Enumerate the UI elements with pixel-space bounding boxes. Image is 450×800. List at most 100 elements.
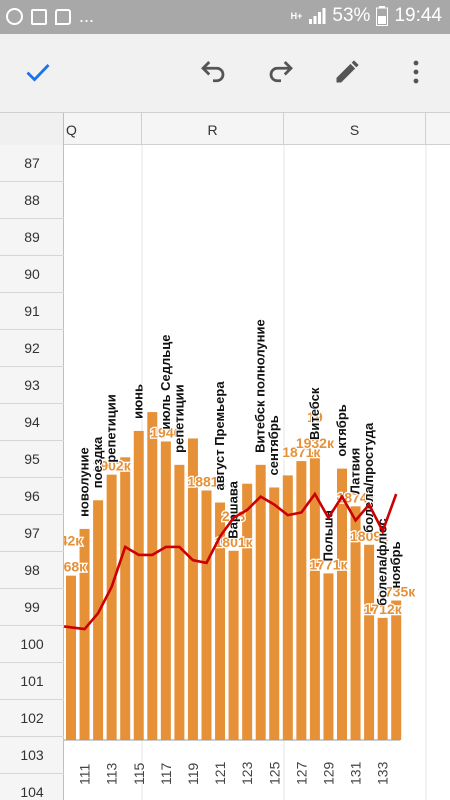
bar: [323, 573, 334, 740]
data-label: 1735к: [377, 584, 416, 600]
data-label: 1801к: [215, 534, 254, 550]
bar: [255, 464, 266, 740]
bar: [309, 452, 320, 740]
row-header[interactable]: 102: [0, 700, 64, 737]
event-annotation: август Премьера: [212, 381, 227, 491]
event-annotation: октябрь: [334, 404, 349, 456]
event-annotation: Польша: [320, 509, 335, 561]
clock: 19:44: [394, 5, 442, 26]
image-icon: [31, 8, 47, 25]
bar: [160, 441, 171, 740]
event-annotation: Витебск: [307, 387, 322, 440]
x-tick-label: 121: [212, 761, 228, 785]
x-tick-label: 131: [348, 761, 364, 785]
row-header[interactable]: 99: [0, 589, 64, 626]
bar: [350, 506, 361, 740]
status-bar: ... H+ 53% 19:44: [0, 0, 450, 34]
data-label: 1946: [150, 424, 181, 440]
column-header-bar: Q R S: [0, 112, 450, 146]
bar-series: [66, 412, 402, 740]
row-header[interactable]: 87: [0, 145, 64, 182]
edit-button[interactable]: [327, 52, 367, 92]
data-label: 1932к: [296, 435, 335, 451]
data-label: 1809к: [350, 528, 389, 544]
more-vert-icon: [413, 60, 419, 84]
row-header[interactable]: 95: [0, 441, 64, 478]
event-annotation: сентябрь: [266, 415, 281, 475]
pencil-icon: [336, 60, 359, 83]
data-label: 1881к: [187, 473, 226, 489]
bar: [147, 412, 158, 740]
column-header-r[interactable]: R: [142, 113, 284, 146]
event-annotation: ноябрь: [388, 541, 403, 588]
data-label: 42к: [64, 533, 83, 549]
edit-toolbar: [0, 34, 450, 112]
data-label: 1712к: [364, 601, 403, 617]
x-tick-label: 117: [158, 762, 174, 785]
redo-button[interactable]: [261, 52, 301, 92]
undo-button[interactable]: [193, 52, 233, 92]
undo-icon: [201, 61, 225, 83]
data-label: 213: [222, 508, 246, 524]
event-annotation: Варшава: [226, 480, 241, 538]
column-header-q[interactable]: Q: [64, 113, 142, 146]
data-label: 1871к: [282, 444, 321, 460]
x-tick-label: 133: [375, 761, 391, 785]
bar: [106, 474, 117, 740]
redo-icon: [269, 61, 293, 83]
row-header[interactable]: 91: [0, 293, 64, 330]
row-header[interactable]: 94: [0, 404, 64, 441]
select-all-corner[interactable]: [0, 113, 64, 146]
bar: [282, 475, 293, 740]
row-header[interactable]: 89: [0, 219, 64, 256]
row-header[interactable]: 92: [0, 330, 64, 367]
row-header[interactable]: 101: [0, 663, 64, 700]
bar: [364, 544, 375, 740]
row-header[interactable]: 93: [0, 367, 64, 404]
battery-icon: [376, 6, 389, 26]
more-notifications-dots: ...: [79, 6, 95, 26]
data-label: 768к: [64, 559, 87, 575]
x-tick-label: 123: [239, 761, 255, 785]
event-annotation: болела/простуда: [361, 422, 376, 533]
bar: [79, 528, 90, 740]
event-annotation: Латвия: [348, 448, 363, 495]
bar: [377, 617, 388, 740]
bar: [66, 575, 76, 740]
event-annotation: поездка: [90, 436, 105, 488]
status-bar-left: ...: [6, 6, 94, 27]
network-h-plus-icon: H+: [290, 10, 303, 21]
column-header-s[interactable]: S: [284, 113, 426, 146]
bar: [120, 457, 131, 740]
row-header[interactable]: 97: [0, 515, 64, 552]
bar: [269, 487, 280, 740]
x-tick-label: 115: [131, 762, 147, 785]
event-annotation: июль Седльце: [158, 334, 173, 429]
x-tick-label: 127: [293, 761, 309, 785]
bar: [337, 468, 347, 740]
settings-icon: [6, 8, 23, 25]
row-header[interactable]: 103: [0, 737, 64, 774]
row-header[interactable]: 90: [0, 256, 64, 293]
row-header[interactable]: 98: [0, 552, 64, 589]
done-button[interactable]: [18, 52, 58, 92]
event-annotation: болела/флюс: [375, 518, 390, 606]
event-annotation: июнь: [131, 384, 146, 419]
bar: [215, 502, 226, 740]
row-header[interactable]: 88: [0, 182, 64, 219]
bar: [174, 464, 185, 740]
bar: [296, 461, 307, 740]
more-options-button[interactable]: [396, 52, 436, 92]
row-header[interactable]: 104: [0, 774, 64, 800]
trend-line: [64, 491, 398, 631]
bar: [93, 500, 104, 740]
bar: [242, 483, 253, 740]
row-header[interactable]: 96: [0, 478, 64, 515]
bar: [187, 438, 198, 740]
x-tick-label: 119: [185, 762, 201, 785]
data-label: 1902к: [93, 458, 132, 474]
row-header[interactable]: 100: [0, 626, 64, 663]
